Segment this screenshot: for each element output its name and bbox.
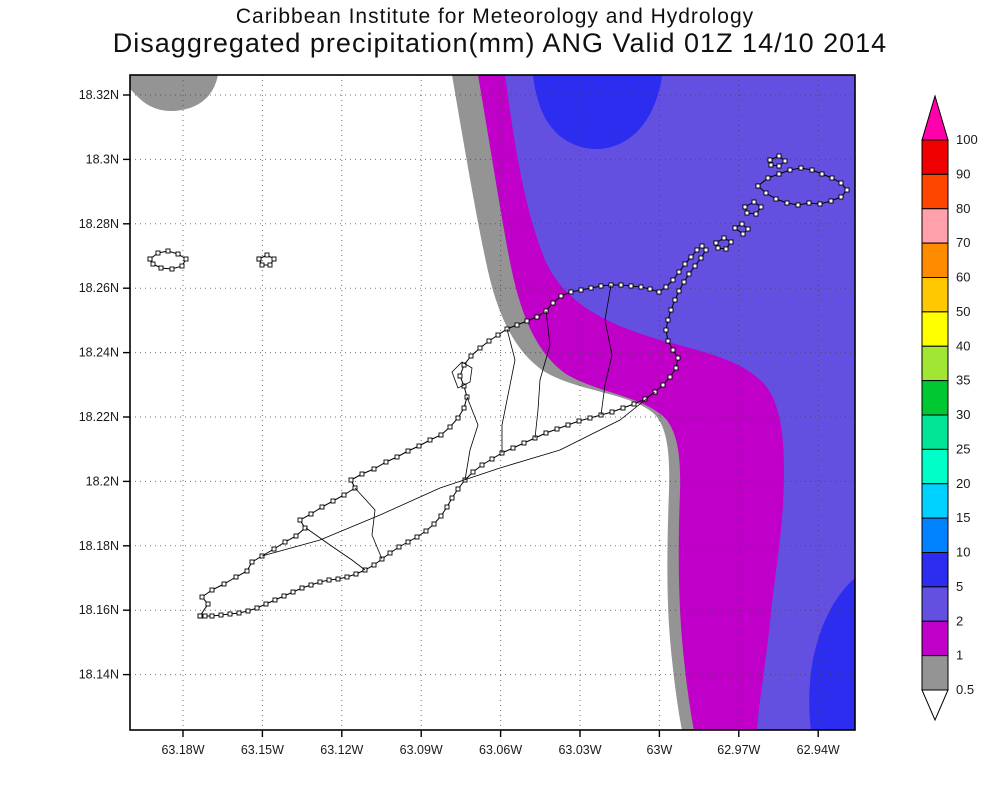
y-tick-label: 18.32N xyxy=(79,88,119,102)
catchment-line xyxy=(354,487,383,560)
colorbar: 100 90 80 70 60 50 40 35 30 25 20 15 10 5 2 1 0.5 xyxy=(921,94,978,722)
precip-region-5-10-bottomright xyxy=(809,578,855,730)
precipitation-field xyxy=(130,75,855,730)
x-tick-label: 62.97W xyxy=(717,743,760,757)
island-dog-island xyxy=(150,251,186,269)
colorbar-segment-20-25 xyxy=(921,448,949,485)
x-tick-label: 63.18W xyxy=(161,743,204,757)
colorbar-tick-label: 35 xyxy=(956,373,970,388)
coastlines xyxy=(150,156,847,616)
precip-region-0.5-1-topleft xyxy=(130,75,218,111)
colorbar-arrow-bottom xyxy=(921,689,949,722)
product-title: Disaggregated precipitation(mm) ANG Vali… xyxy=(112,28,888,58)
colorbar-segment-70-80 xyxy=(921,208,949,244)
colorbar-tick-label: 0.5 xyxy=(956,682,974,697)
catchment-line xyxy=(501,328,516,453)
precip-region-2-5 xyxy=(505,75,855,730)
x-tick-label: 63.15W xyxy=(241,743,284,757)
island-prickly-pear xyxy=(259,255,274,265)
colorbar-segment-25-30 xyxy=(921,414,949,450)
catchment-line xyxy=(600,284,613,416)
y-tick-label: 18.28N xyxy=(79,217,119,231)
y-tick-label: 18.2N xyxy=(86,474,119,488)
catchment-line xyxy=(534,310,551,439)
colorbar-tick-label: 90 xyxy=(956,166,970,181)
colorbar-segment-80-90 xyxy=(921,173,949,210)
y-tick-label: 18.18N xyxy=(79,539,119,553)
axes: 63.18W 63.15W 63.12W 63.09W 63.06W 63.03W 63W 6… xyxy=(79,88,840,757)
colorbar-segment-60-70 xyxy=(921,242,949,278)
x-tick-label: 62.94W xyxy=(797,743,840,757)
y-tick-label: 18.24N xyxy=(79,346,119,360)
colorbar-segment-0.5-1 xyxy=(921,655,949,691)
colorbar-tick-label: 70 xyxy=(956,235,970,250)
colorbar-tick-label: 60 xyxy=(956,270,970,285)
colorbar-segment-30-35 xyxy=(921,380,949,416)
islet-north xyxy=(770,156,785,166)
x-tick-label: 63.09W xyxy=(400,743,443,757)
colorbar-segment-50-60 xyxy=(921,277,949,313)
colorbar-tick-label: 20 xyxy=(956,476,970,491)
catchment-line xyxy=(305,527,366,571)
islet-east-2 xyxy=(735,224,748,234)
y-tick-label: 18.26N xyxy=(79,281,119,295)
islet-east-1 xyxy=(716,238,731,249)
colorbar-segment-40-50 xyxy=(921,311,949,347)
colorbar-segment-15-20 xyxy=(921,483,949,519)
y-tick-label: 18.22N xyxy=(79,410,119,424)
colorbar-segment-5-10 xyxy=(921,552,949,588)
y-tick-label: 18.16N xyxy=(79,603,119,617)
colorbar-tick-label: 5 xyxy=(956,579,963,594)
colorbar-tick-label: 50 xyxy=(956,304,970,319)
colorbar-tick-label: 30 xyxy=(956,407,970,422)
y-tick-label: 18.3N xyxy=(86,152,119,166)
institute-title: Caribbean Institute for Meteorology and … xyxy=(235,5,755,28)
y-tick-label: 18.14N xyxy=(79,668,119,682)
anguilla-coastline xyxy=(200,246,706,616)
colorbar-segment-90-100 xyxy=(921,139,949,175)
colorbar-tick-label: 15 xyxy=(956,510,970,525)
colorbar-tick-label: 25 xyxy=(956,441,970,456)
colorbar-segment-35-40 xyxy=(921,345,949,382)
colorbar-arrow-top xyxy=(921,94,949,141)
x-tick-label: 63.03W xyxy=(558,743,601,757)
plot-border xyxy=(129,74,856,731)
colorbar-segment-2-5 xyxy=(921,586,949,622)
island-little-scrub xyxy=(745,202,761,214)
colorbar-tick-label: 1 xyxy=(956,648,963,663)
colorbar-tick-label: 40 xyxy=(956,338,970,353)
colorbar-tick-label: 10 xyxy=(956,545,970,560)
catchment-line xyxy=(464,396,479,481)
colorbar-tick-label: 100 xyxy=(956,132,978,147)
x-tick-label: 63W xyxy=(647,743,673,757)
colorbar-tick-label: 80 xyxy=(956,201,970,216)
colorbar-segment-10-15 xyxy=(921,517,949,553)
precip-region-5-10-top xyxy=(533,75,662,150)
colorbar-segment-1-2 xyxy=(921,620,949,657)
pond-outline xyxy=(451,361,473,389)
catchment-spine xyxy=(261,391,656,557)
x-tick-label: 63.12W xyxy=(320,743,363,757)
colorbar-tick-label: 2 xyxy=(956,613,963,628)
island-scrub xyxy=(758,168,847,205)
x-tick-label: 63.06W xyxy=(479,743,522,757)
